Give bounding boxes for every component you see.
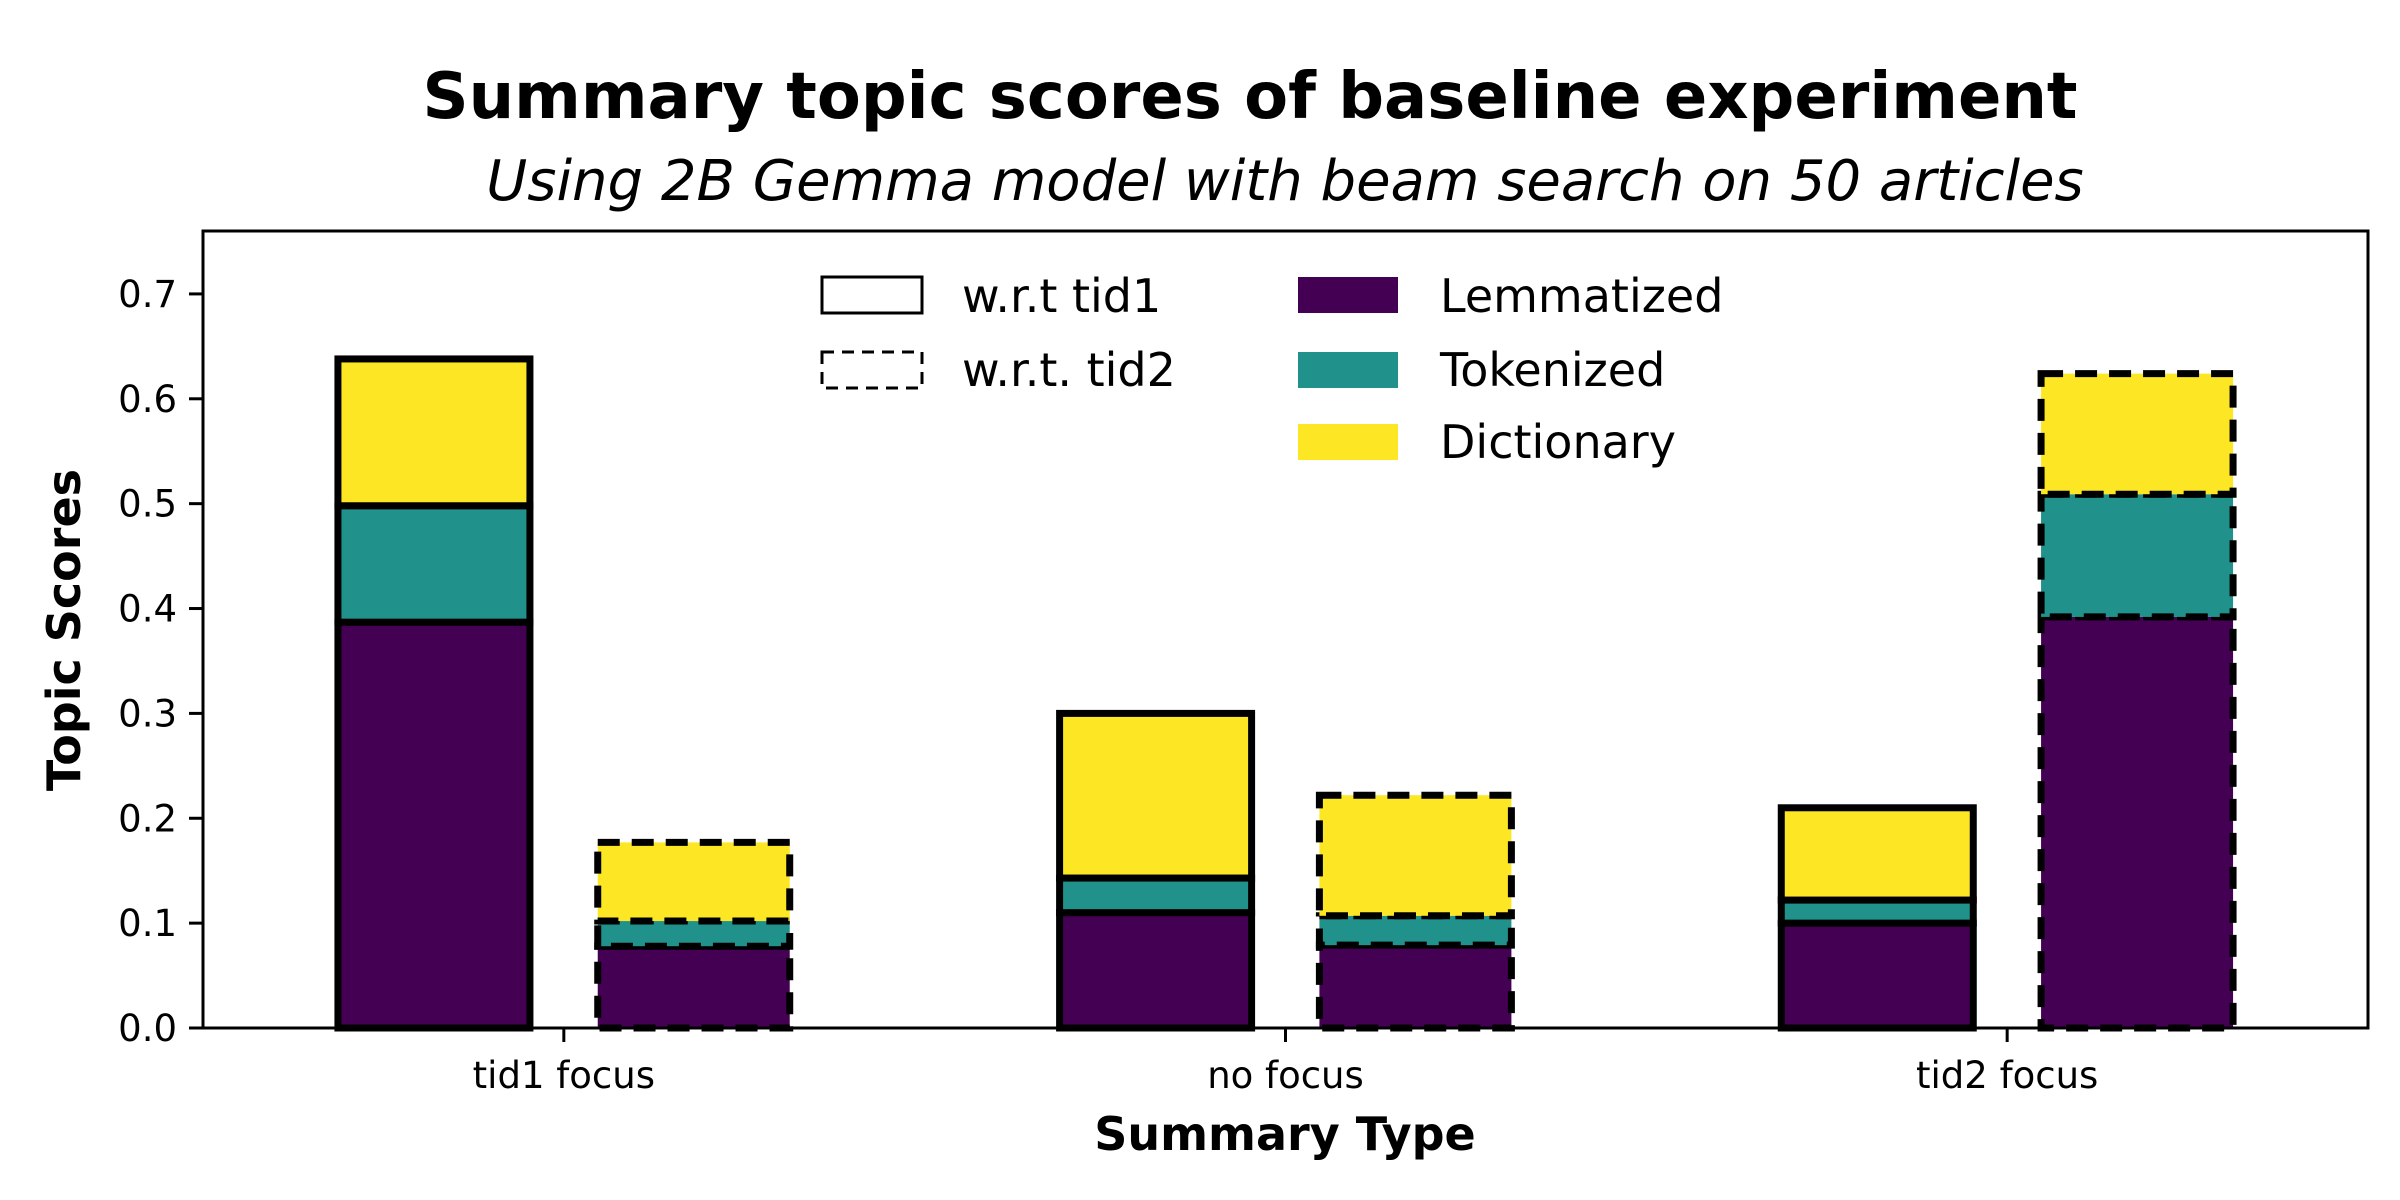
bar-tokenized-tid1-focus-tid2: [594, 917, 794, 950]
x-axis-label: Summary Type: [1094, 1107, 1476, 1161]
bar-dictionary-tid2-focus-tid2: [2037, 370, 2237, 498]
bar-dictionary-tid2-focus-tid1: [1777, 804, 1977, 904]
legend-label-series: Tokenized: [1439, 343, 1665, 397]
y-tick-label: 0.5: [118, 483, 177, 526]
bar-tokenized-no-focus-tid1: [1056, 874, 1256, 917]
bar-lemmatized-no-focus-tid2: [1315, 941, 1515, 1032]
y-axis-label: Topic Scores: [37, 469, 91, 791]
plot-frame: [201, 229, 2370, 1030]
legend-label-series: Dictionary: [1440, 415, 1676, 469]
y-tick-label: 0.3: [118, 692, 177, 735]
x-tick-label: tid2 focus: [1916, 1054, 2098, 1097]
legend: w.r.t tid1 w.r.t. tid2 Lemmatized Tokeni…: [820, 269, 1723, 469]
bar-lemmatized-tid1-focus-tid2: [594, 942, 794, 1032]
y-tick-label: 0.1: [118, 902, 177, 945]
y-tick-label: 0.6: [118, 378, 177, 421]
bar-lemmatized-tid2-focus-tid2: [2037, 613, 2237, 1032]
legend-swatch-dictionary: [1298, 424, 1398, 460]
chart-subtitle: Using 2B Gemma model with beam search on…: [486, 149, 2083, 214]
x-axis: tid1 focus no focus tid2 focus: [473, 1028, 2098, 1097]
bar-dictionary-tid1-focus-tid2: [594, 838, 794, 925]
legend-swatch-lemmatized: [1298, 277, 1398, 313]
legend-label-line-style: w.r.t. tid2: [962, 343, 1176, 397]
bar-tokenized-tid1-focus-tid1: [334, 502, 534, 626]
y-axis: 0.0 0.1 0.2 0.3 0.4 0.5 0.6 0.7: [118, 273, 203, 1050]
bar-tokenized-tid2-focus-tid2: [2037, 490, 2237, 621]
x-tick-label: tid1 focus: [473, 1054, 655, 1097]
bars-layer: [334, 355, 2237, 1032]
y-tick-label: 0.4: [118, 588, 177, 631]
legend-swatch-tokenized: [1298, 352, 1398, 388]
bar-lemmatized-tid1-focus-tid1: [334, 618, 534, 1032]
legend-label-series: Lemmatized: [1440, 269, 1723, 323]
legend-swatch-solid: [820, 275, 924, 315]
bar-dictionary-tid1-focus-tid1: [334, 355, 534, 510]
y-tick-label: 0.0: [118, 1007, 177, 1050]
bar-lemmatized-tid2-focus-tid1: [1777, 919, 1977, 1032]
bar-dictionary-no-focus-tid1: [1056, 709, 1256, 882]
chart-title: Summary topic scores of baseline experim…: [422, 60, 2077, 134]
legend-label-line-style: w.r.t tid1: [962, 269, 1161, 323]
bar-lemmatized-no-focus-tid1: [1056, 909, 1256, 1032]
legend-swatch-dashed: [820, 350, 924, 390]
y-tick-label: 0.7: [118, 273, 177, 316]
y-tick-label: 0.2: [118, 797, 177, 840]
bar-tokenized-no-focus-tid2: [1315, 912, 1515, 949]
bar-dictionary-no-focus-tid2: [1315, 791, 1515, 920]
x-tick-label: no focus: [1207, 1054, 1364, 1097]
